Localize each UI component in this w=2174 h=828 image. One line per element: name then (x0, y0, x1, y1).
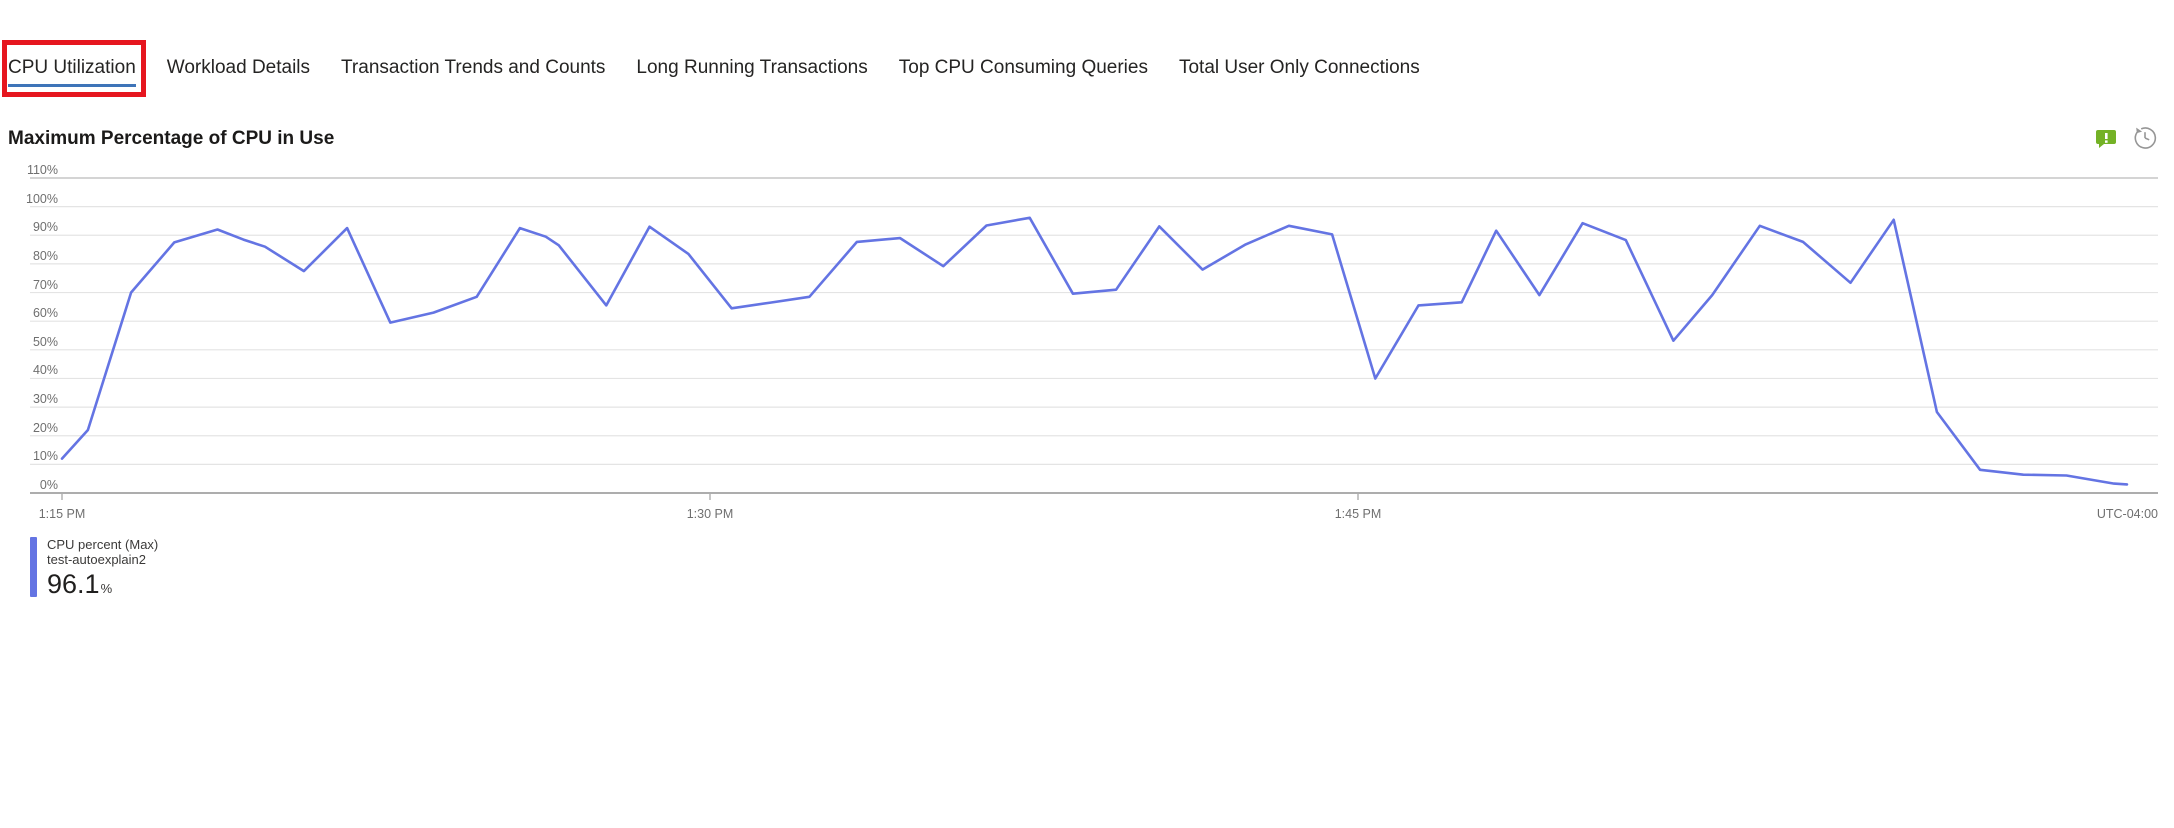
y-axis-tick-label: 0% (39, 478, 58, 492)
x-axis-tick-label: 1:30 PM (686, 507, 734, 521)
tab-label: Total User Only Connections (1178, 57, 1420, 78)
y-axis-tick-label: 60% (32, 306, 58, 321)
tab-transaction-trends-and-counts[interactable]: Transaction Trends and Counts (341, 55, 605, 81)
legend-resource-label: test-autoexplain2 (47, 552, 147, 567)
y-axis-tick-label: 80% (32, 248, 58, 263)
feedback-icon[interactable] (2094, 127, 2119, 149)
y-axis-tick-label: 20% (32, 420, 58, 435)
y-axis-tick-label: 40% (32, 363, 58, 378)
history-clock-icon[interactable] (2132, 125, 2158, 151)
x-axis-tick-label: 1:15 PM (38, 507, 86, 521)
legend-series-label: CPU percent (Max) (47, 537, 159, 552)
tab-label: Long Running Transactions (636, 57, 868, 78)
timezone-label: UTC-04:00 (2096, 507, 2158, 521)
tab-workload-details[interactable]: Workload Details (167, 55, 310, 81)
tab-label: CPU Utilization (8, 57, 136, 78)
legend-item[interactable]: CPU percent (Max) test-autoexplain2 96.1… (30, 537, 158, 604)
y-axis-tick-label: 110% (26, 163, 58, 177)
legend-value-unit: % (100, 581, 113, 596)
y-axis-tick-label: 30% (32, 392, 58, 407)
chart-header-icons (2094, 124, 2158, 152)
x-axis-tick-label: 1:45 PM (1334, 507, 1382, 521)
legend-texts: CPU percent (Max) test-autoexplain2 96.1… (47, 537, 158, 604)
y-axis-tick-label: 50% (32, 334, 58, 349)
legend-value-number: 96.1 (47, 569, 100, 599)
tab-total-user-only-connections[interactable]: Total User Only Connections (1179, 55, 1420, 81)
chart-title: Maximum Percentage of CPU in Use (8, 128, 335, 149)
y-axis-tick-label: 100% (26, 191, 58, 206)
tab-label: Top CPU Consuming Queries (898, 57, 1148, 78)
y-axis-tick-label: 10% (32, 449, 58, 464)
tab-cpu-utilization[interactable]: CPU Utilization (2, 40, 146, 97)
metrics-tab-bar: CPU Utilization Workload Details Transacti… (2, 40, 1420, 97)
cpu-line-chart (30, 177, 2158, 500)
legend-color-bar (30, 537, 37, 597)
tab-label: Transaction Trends and Counts (341, 57, 606, 78)
tab-long-running-transactions[interactable]: Long Running Transactions (636, 55, 867, 81)
active-tab-underline (8, 84, 136, 87)
tab-label: Workload Details (166, 57, 311, 78)
tab-top-cpu-consuming-queries[interactable]: Top CPU Consuming Queries (899, 55, 1148, 81)
y-axis-tick-label: 90% (32, 220, 58, 235)
y-axis-tick-label: 70% (32, 277, 58, 292)
cpu-percent-line (60, 216, 2129, 486)
legend-value: 96.1% (47, 569, 158, 604)
